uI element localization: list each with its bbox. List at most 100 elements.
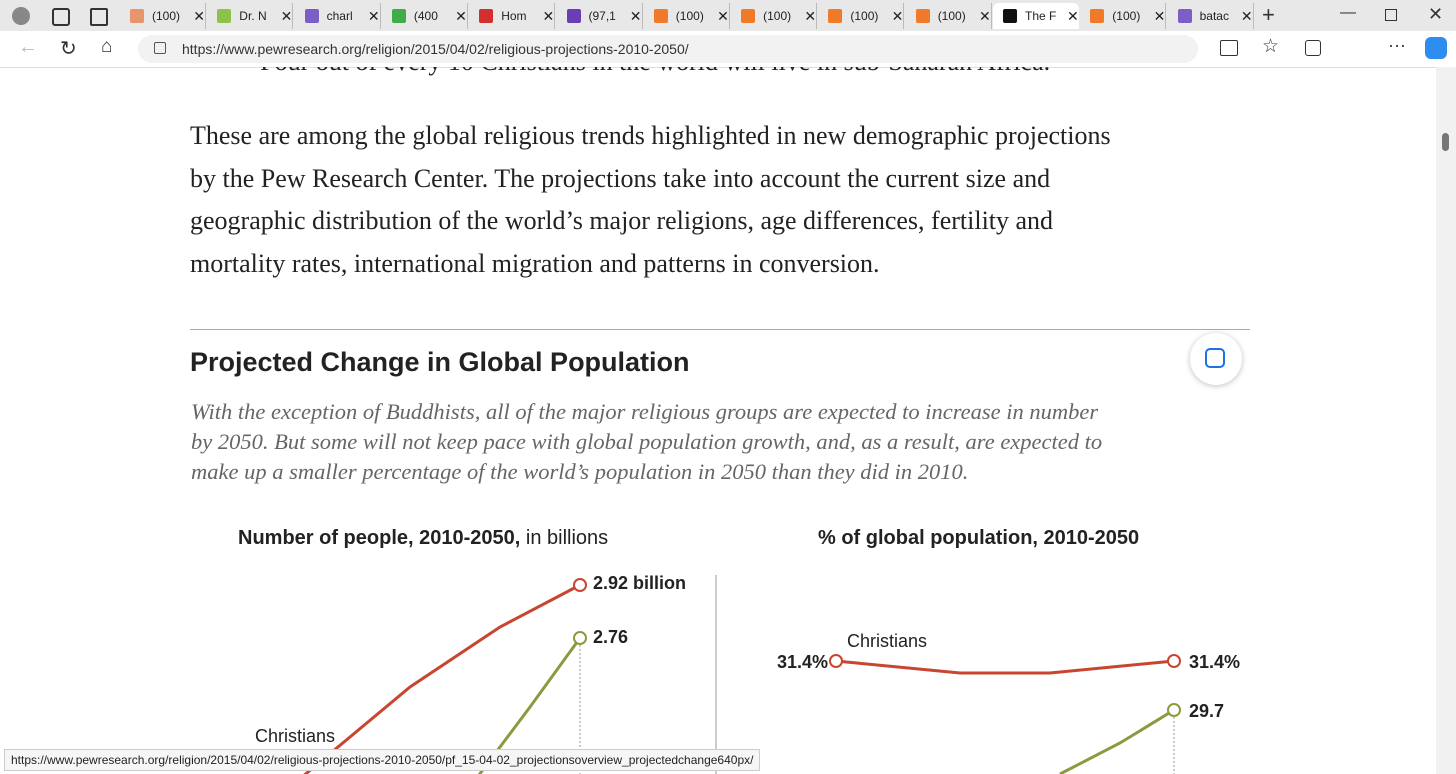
tab-icon: [130, 9, 144, 23]
profile-icon[interactable]: [12, 7, 30, 25]
tab-actions-icon[interactable]: [90, 8, 108, 26]
paragraph-line: These are among the global religious tre…: [190, 121, 1111, 150]
minimize-button[interactable]: —: [1340, 4, 1356, 21]
figure-subtitle: by 2050. But some will not keep pace wit…: [191, 429, 1103, 454]
tab-close[interactable]: ✕: [891, 7, 904, 24]
value-label: 31.4%: [1189, 652, 1240, 672]
restore-button[interactable]: [1385, 9, 1397, 21]
tab[interactable]: (100) ✕: [818, 3, 905, 29]
tab-icon: [566, 9, 581, 23]
lock-icon: [154, 42, 166, 54]
tab-title: Hom: [501, 9, 527, 23]
tab-title: (100): [675, 9, 704, 23]
close-button[interactable]: ✕: [1428, 4, 1444, 24]
tab[interactable]: Dr. N ✕: [207, 3, 294, 29]
favorites-icon[interactable]: ☆: [1262, 36, 1280, 57]
tab-title: Dr. N: [239, 9, 267, 23]
tab-icon: [479, 9, 494, 23]
tab-close[interactable]: ✕: [367, 7, 380, 24]
point: [1167, 703, 1181, 717]
workspaces-icon[interactable]: [52, 8, 70, 26]
paragraph-line: mortality rates, international migration…: [190, 249, 880, 278]
tab-bar: (100) ✕ Dr. N ✕ charl ✕ (400 ✕ Hom ✕ (97,1 ✕ (100) ✕(…: [0, 0, 1456, 31]
tab[interactable]: (400 ✕: [382, 3, 468, 29]
tab[interactable]: (100) ✕: [906, 3, 992, 29]
tab-icon: [1177, 9, 1192, 23]
point: [573, 578, 587, 592]
tab-icon: [915, 9, 930, 23]
heading-normal: in billions: [526, 527, 608, 549]
tab-close[interactable]: ✕: [1240, 7, 1253, 24]
copilot-icon[interactable]: [1425, 37, 1447, 59]
tab-close[interactable]: ✕: [542, 7, 555, 24]
more-button[interactable]: ···: [1388, 35, 1406, 55]
url-text: https://www.pewresearch.org/religion/201…: [182, 41, 689, 57]
tab[interactable]: (100) ✕: [644, 3, 730, 29]
figure-subtitle: make up a smaller percentage of the worl…: [191, 459, 969, 484]
tab-title: batac: [1199, 9, 1229, 23]
group-label: Christians: [255, 726, 335, 746]
tab-icon: [1003, 9, 1017, 23]
christians-share-line: [835, 659, 1175, 675]
value-label: 2.76: [593, 627, 628, 647]
heading-bold: Number of people, 2010-2050,: [238, 527, 520, 549]
tab-icon: [217, 9, 232, 23]
tab[interactable]: (100) ✕: [731, 3, 818, 29]
tab-title: (100): [850, 9, 879, 23]
tab-icon: [391, 9, 406, 23]
tab-title: charl: [326, 9, 353, 23]
tab-close[interactable]: ✕: [193, 7, 205, 24]
divider: [190, 329, 1250, 330]
refresh-button[interactable]: ↻: [60, 38, 77, 60]
status-bar: https://www.pewresearch.org/religion/201…: [4, 749, 761, 771]
figure-charts: Number of people, 2010-2050, in billions…: [238, 527, 1240, 774]
tab[interactable]: Hom ✕: [469, 3, 556, 29]
tab[interactable]: charl ✕: [295, 3, 381, 29]
tab-close[interactable]: ✕: [629, 7, 642, 24]
split-screen-icon[interactable]: [1220, 40, 1238, 56]
point: [1167, 654, 1181, 668]
tab-close[interactable]: ✕: [1067, 7, 1079, 24]
group-label: Christians: [847, 631, 927, 651]
scroll-thumb[interactable]: [1442, 133, 1449, 151]
bullet-text: - Four out of every 10 Christians in the…: [245, 67, 1050, 77]
home-button[interactable]: ⌂: [101, 36, 113, 57]
tab-close[interactable]: ✕: [978, 7, 991, 24]
tab[interactable]: (100) ✕: [120, 3, 206, 29]
figure-title: Projected Change in Global Population: [190, 347, 690, 377]
tab-close[interactable]: ✕: [280, 7, 293, 24]
address-bar[interactable]: https://www.pewresearch.org/religion/201…: [138, 35, 1198, 63]
tab-title: (100): [937, 9, 966, 23]
tab[interactable]: (100) ✕: [1080, 3, 1167, 29]
new-tab-button[interactable]: +: [1262, 2, 1275, 27]
point: [573, 631, 587, 645]
tab[interactable]: (97,1 ✕: [557, 3, 643, 29]
tab-title: (100): [763, 9, 792, 23]
tab-icon: [741, 9, 756, 23]
paragraph-line: by the Pew Research Center. The projecti…: [190, 164, 1051, 193]
tab-title: (97,1: [588, 9, 616, 23]
tab[interactable]: batac ✕: [1168, 3, 1254, 29]
page-content: - Four out of every 10 Christians in the…: [0, 67, 1436, 774]
value-label: 2.92 billion: [593, 573, 686, 593]
tab-title: (400: [413, 9, 438, 23]
tab-title: (100): [1112, 9, 1141, 23]
point: [829, 654, 843, 668]
scrollbar[interactable]: [1436, 67, 1456, 774]
value-label: 29.7: [1189, 701, 1224, 721]
tab[interactable]: The F ✕: [993, 3, 1079, 29]
tab-close[interactable]: ✕: [804, 7, 817, 24]
right-chart-heading: % of global population, 2010-2050: [818, 527, 1139, 549]
back-button[interactable]: ←: [18, 36, 38, 58]
tab-title: The F: [1025, 9, 1057, 23]
tab-close[interactable]: ✕: [1153, 7, 1166, 24]
tab-close[interactable]: ✕: [717, 7, 729, 24]
toolbar: ← ↻ ⌂ https://www.pewresearch.org/religi…: [0, 31, 1456, 68]
collections-icon[interactable]: [1305, 40, 1321, 56]
christians-line: [303, 583, 581, 774]
visual-search-button[interactable]: [1190, 333, 1242, 385]
paragraph-line: geographic distribution of the world’s m…: [190, 206, 1054, 235]
tab-close[interactable]: ✕: [455, 7, 467, 24]
left-chart-heading: Number of people, 2010-2050, in billions: [238, 527, 608, 549]
